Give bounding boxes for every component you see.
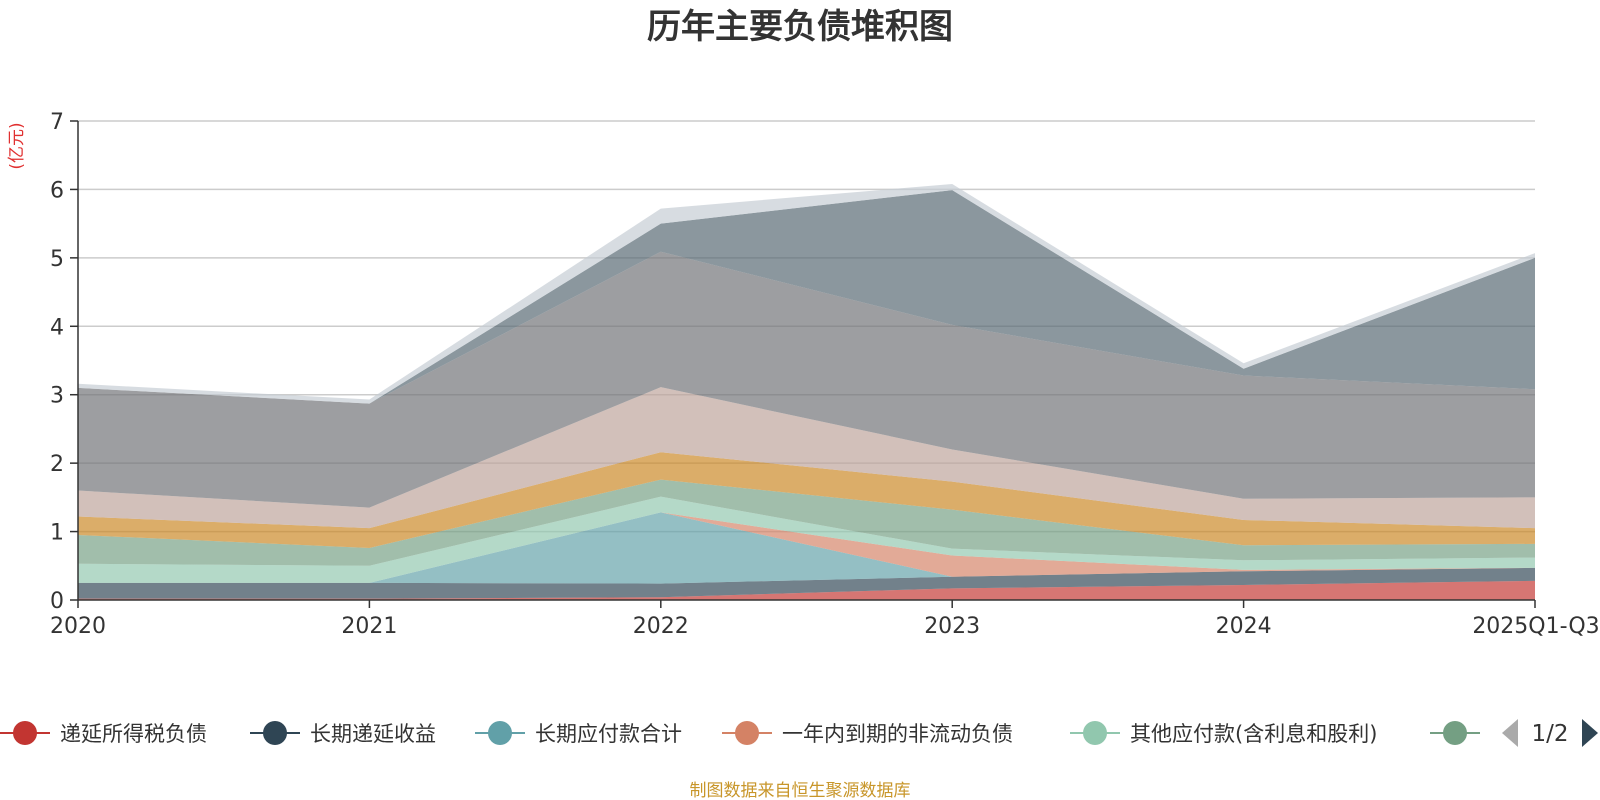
legend-item-4[interactable]: 一年内到期的非流动负债 (722, 721, 1013, 746)
legend-item-5[interactable]: 其他应付款(含利息和股利) (1070, 721, 1377, 746)
pager-text: 1/2 (1531, 721, 1568, 747)
x-tick-label: 2022 (633, 614, 689, 639)
legend-marker (488, 721, 512, 745)
x-tick-label: 2023 (924, 614, 980, 639)
x-tick-label: 2025Q1-Q3 (1472, 614, 1599, 639)
area-series-3 (78, 512, 1535, 584)
y-tick-label: 1 (50, 521, 64, 546)
axes: 0 1 2 3 4 5 6 7 2020 2021 2022 2023 2024 2025Q1-Q3 (50, 110, 1600, 639)
source-note: 制图数据来自恒生聚源数据库 (690, 781, 911, 800)
y-tick-label: 7 (50, 110, 64, 135)
legend-item-6[interactable] (1430, 721, 1480, 745)
legend-label: 长期应付款合计 (535, 722, 682, 746)
area-series-9 (78, 251, 1535, 508)
area-series-2 (78, 567, 1535, 599)
legend-marker (13, 721, 37, 745)
x-tick-label: 2020 (50, 614, 106, 639)
stacked-areas (78, 183, 1535, 600)
legend-marker (1443, 721, 1467, 745)
legend-label: 递延所得税负债 (60, 722, 207, 746)
y-tick-label: 0 (50, 589, 64, 614)
y-tick-label: 4 (50, 315, 64, 340)
y-tick-label: 6 (50, 178, 64, 203)
y-tick-label: 2 (50, 452, 64, 477)
legend-item-3[interactable]: 长期应付款合计 (475, 721, 682, 746)
legend-label: 一年内到期的非流动负债 (782, 722, 1013, 746)
legend: 递延所得税负债 长期递延收益 长期应付款合计 一年内到期的非流动负债 其他应付款(含利息… (0, 721, 1480, 746)
area-series-1 (78, 580, 1535, 600)
legend-marker (1083, 721, 1107, 745)
x-tick-label: 2024 (1216, 614, 1272, 639)
legend-label: 其他应付款(含利息和股利) (1130, 722, 1377, 746)
x-tick-label: 2021 (341, 614, 397, 639)
y-axis-unit: (亿元) (7, 122, 27, 169)
chart-title: 历年主要负债堆积图 (647, 7, 953, 47)
area-series-10 (78, 190, 1535, 404)
y-tick-label: 3 (50, 384, 64, 409)
legend-pager: 1/2 (1502, 719, 1598, 747)
legend-item-1[interactable]: 递延所得税负债 (0, 721, 207, 746)
pager-next-icon[interactable] (1582, 719, 1598, 747)
legend-marker (735, 721, 759, 745)
legend-item-2[interactable]: 长期递延收益 (250, 721, 436, 746)
area-series-6 (78, 479, 1535, 566)
y-tick-label: 5 (50, 247, 64, 272)
legend-marker (263, 721, 287, 745)
area-series-5 (78, 496, 1535, 583)
legend-label: 长期递延收益 (310, 722, 436, 746)
area-series-7 (78, 452, 1535, 548)
area-series-8 (78, 387, 1535, 529)
pager-prev-icon[interactable] (1502, 719, 1518, 747)
